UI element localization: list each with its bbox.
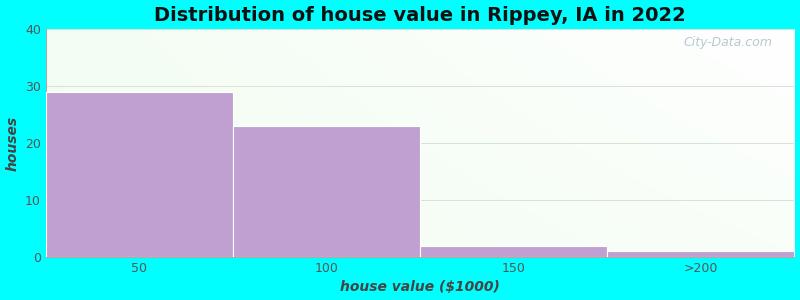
Text: City-Data.com: City-Data.com	[683, 36, 772, 49]
Bar	[420, 246, 607, 257]
Bar	[607, 251, 794, 257]
Bar	[233, 126, 420, 257]
Bar	[46, 92, 233, 257]
Y-axis label: houses: houses	[6, 116, 19, 170]
X-axis label: house value ($1000): house value ($1000)	[340, 280, 500, 294]
Title: Distribution of house value in Rippey, IA in 2022: Distribution of house value in Rippey, I…	[154, 6, 686, 25]
